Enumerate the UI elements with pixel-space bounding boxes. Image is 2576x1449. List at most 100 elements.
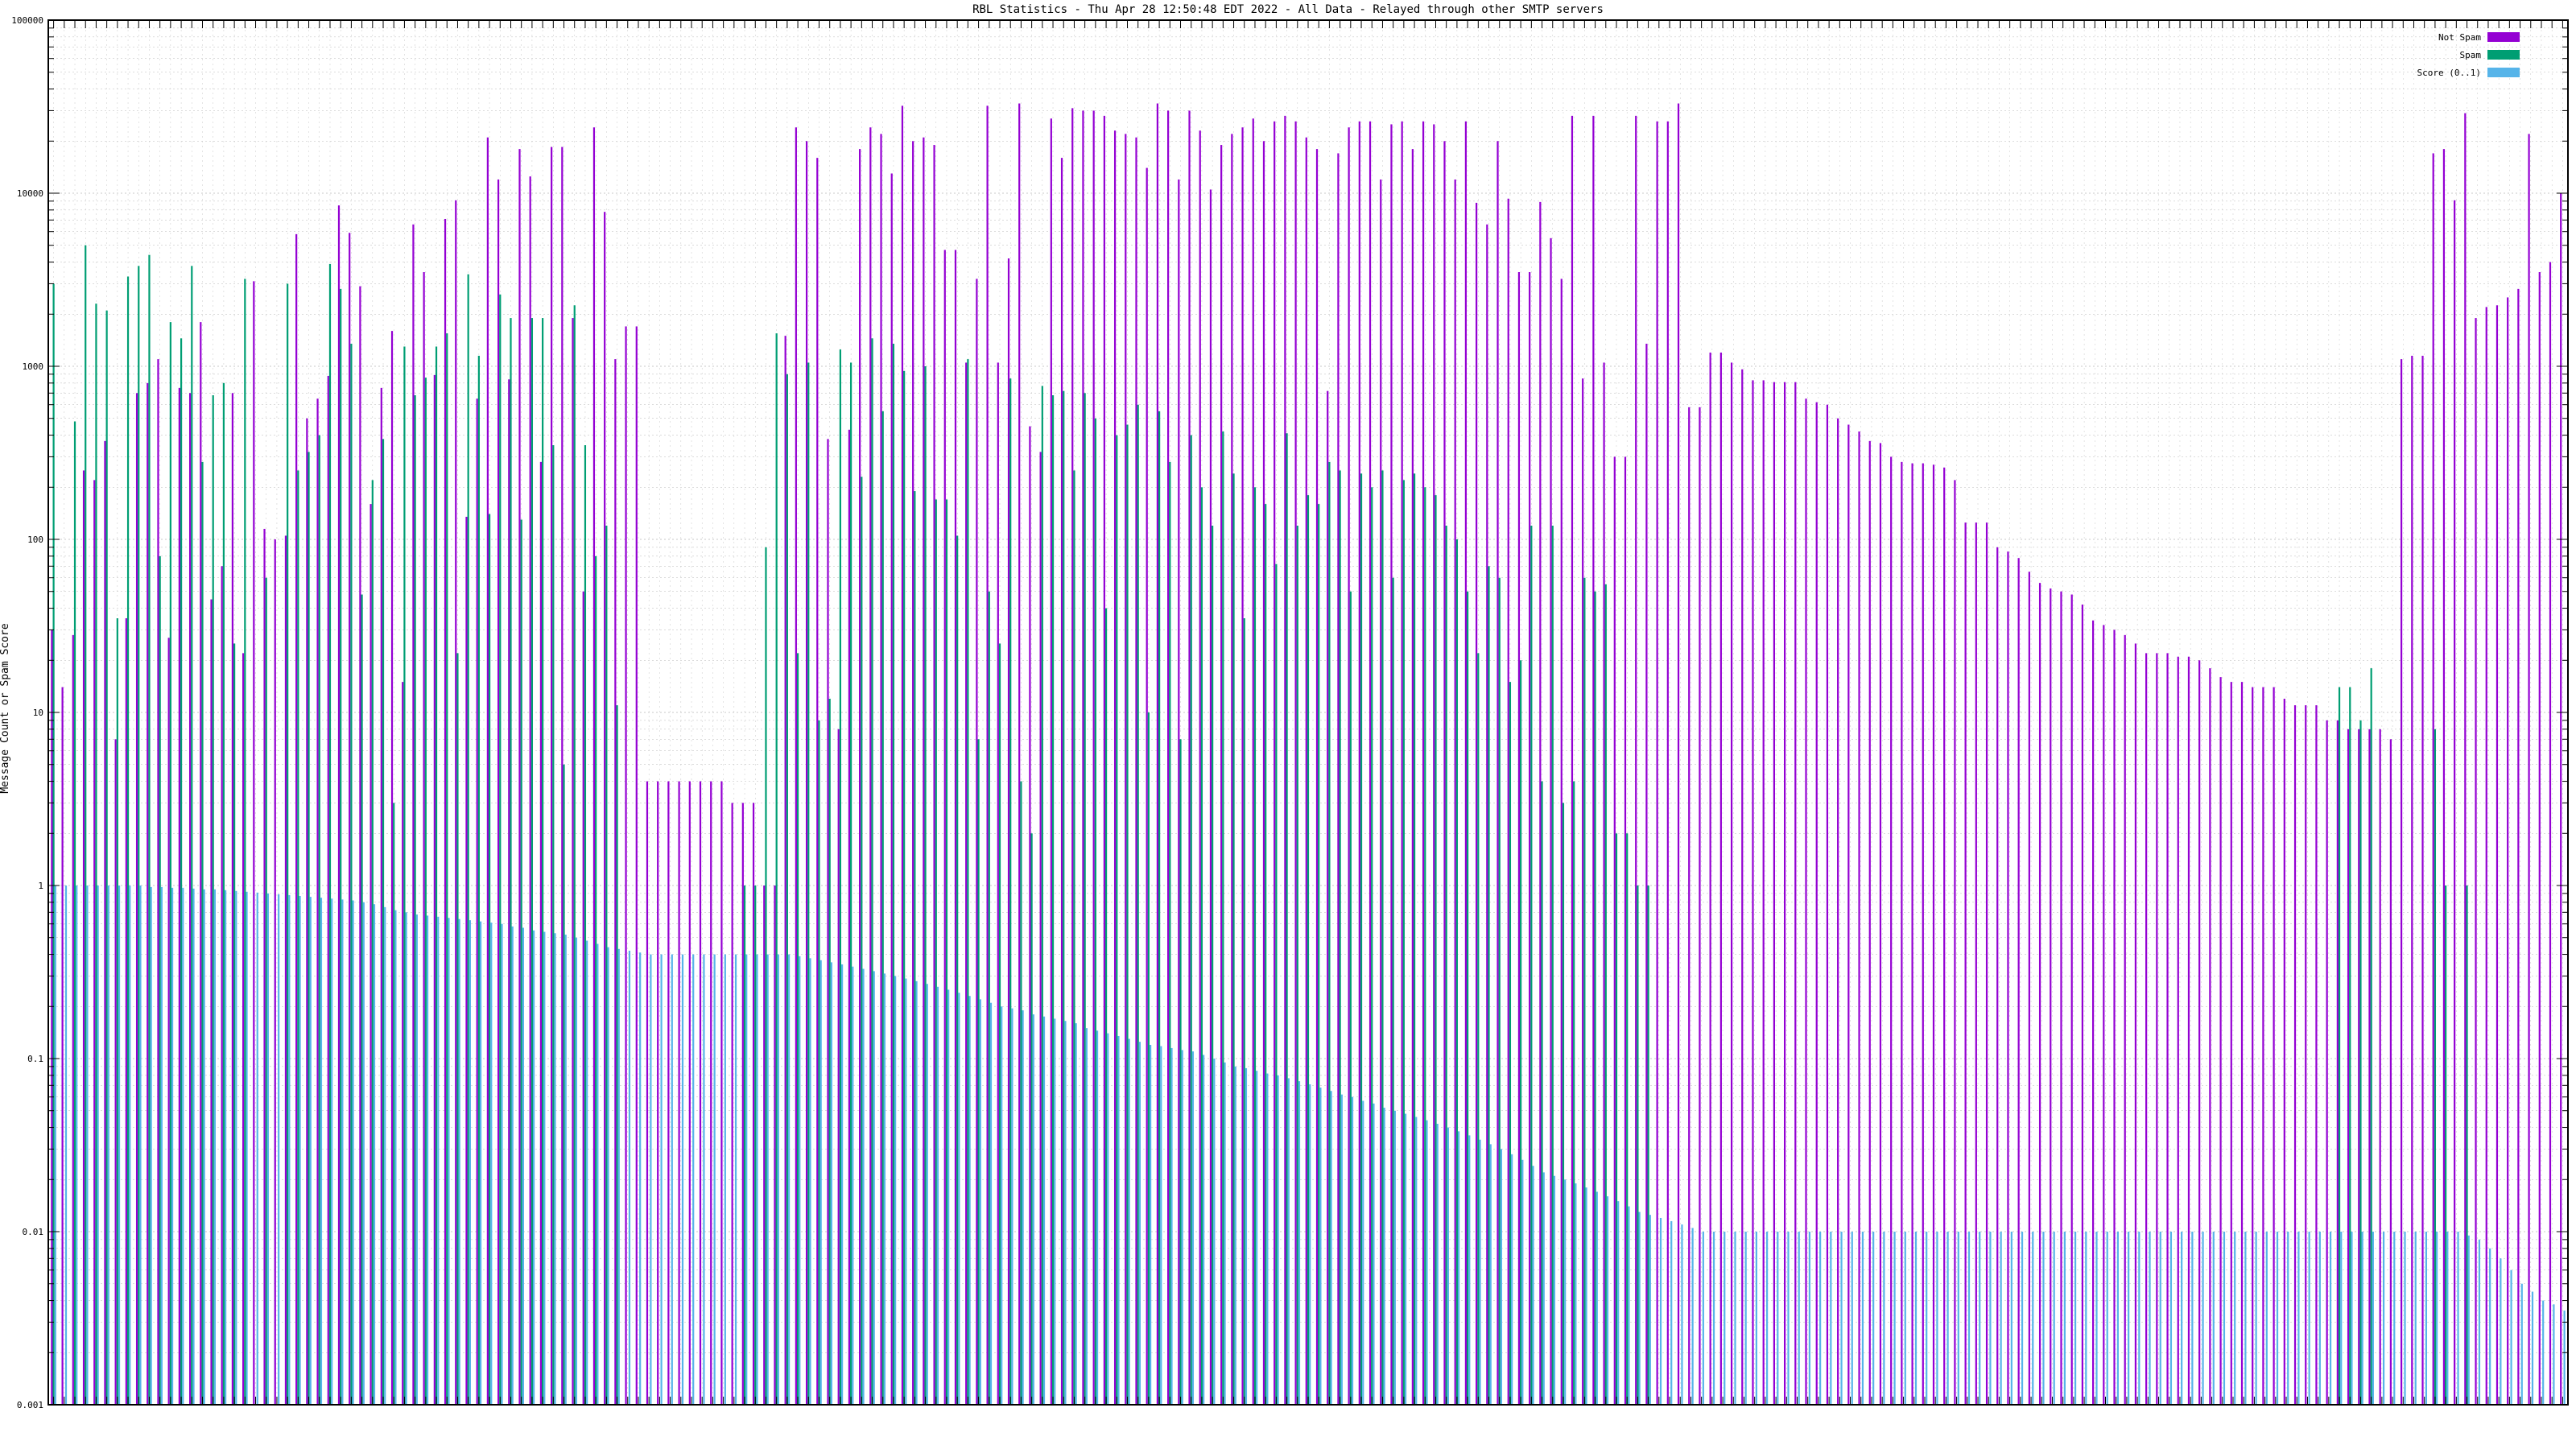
y-tick-label: 0.1 bbox=[27, 1054, 43, 1064]
bar-score bbox=[1691, 1228, 1694, 1405]
bar-not-spam bbox=[221, 566, 223, 1405]
bar-spam bbox=[201, 461, 204, 1405]
bar-score bbox=[373, 904, 376, 1405]
bar-score bbox=[1128, 1038, 1130, 1405]
bar-spam bbox=[1020, 781, 1022, 1405]
bar-spam bbox=[1435, 495, 1437, 1405]
bar-spam bbox=[1009, 378, 1012, 1405]
bar-score bbox=[1967, 1232, 1971, 1405]
bar-not-spam bbox=[1943, 467, 1946, 1405]
bar-score bbox=[182, 887, 184, 1405]
bar-not-spam bbox=[2273, 687, 2275, 1405]
bar-score bbox=[2265, 1232, 2268, 1405]
bar-spam bbox=[499, 294, 502, 1405]
bar-score bbox=[1085, 1028, 1088, 1405]
bar-not-spam bbox=[1677, 103, 1680, 1405]
bar-score bbox=[118, 886, 121, 1405]
bar-spam bbox=[1126, 424, 1129, 1405]
bar-score bbox=[1787, 1232, 1790, 1405]
bar-score bbox=[628, 951, 631, 1405]
bar-not-spam bbox=[1454, 179, 1456, 1405]
bar-not-spam bbox=[667, 781, 670, 1405]
bar-not-spam bbox=[157, 359, 159, 1405]
bar-not-spam bbox=[539, 461, 543, 1405]
bar-score bbox=[1500, 1149, 1503, 1405]
bar-not-spam bbox=[1517, 272, 1521, 1405]
bar-score bbox=[2234, 1232, 2236, 1405]
bar-not-spam bbox=[1709, 352, 1711, 1405]
bar-score bbox=[1447, 1127, 1449, 1405]
bar-not-spam bbox=[741, 803, 744, 1405]
bar-score bbox=[1022, 1010, 1024, 1405]
bar-spam bbox=[1371, 487, 1373, 1405]
bar-score bbox=[511, 926, 514, 1405]
bar-not-spam bbox=[1603, 362, 1605, 1405]
bar-spam bbox=[265, 577, 267, 1405]
bar-score bbox=[1340, 1094, 1343, 1405]
bar-not-spam bbox=[1315, 149, 1319, 1405]
bar-not-spam bbox=[1666, 121, 1669, 1405]
bar-score bbox=[936, 986, 939, 1405]
bar-not-spam bbox=[2358, 729, 2360, 1405]
bar-score bbox=[1191, 1051, 1195, 1405]
bar-spam bbox=[1286, 433, 1288, 1405]
bar-not-spam bbox=[1390, 124, 1393, 1406]
bar-score bbox=[299, 896, 301, 1405]
bar-not-spam bbox=[1050, 118, 1052, 1405]
bar-spam bbox=[287, 283, 289, 1405]
legend-swatch bbox=[2487, 50, 2520, 60]
bar-not-spam bbox=[274, 539, 276, 1405]
bar-score bbox=[1606, 1196, 1609, 1405]
bar-score bbox=[2297, 1232, 2300, 1405]
bar-spam bbox=[1030, 833, 1033, 1405]
bar-spam bbox=[477, 355, 480, 1405]
bar-score bbox=[2329, 1232, 2332, 1405]
bar-not-spam bbox=[1805, 398, 1807, 1405]
bar-spam bbox=[1275, 564, 1278, 1405]
bar-not-spam bbox=[1762, 380, 1765, 1406]
bar-spam bbox=[446, 333, 448, 1406]
bar-spam bbox=[573, 305, 576, 1405]
bar-score bbox=[958, 993, 960, 1405]
bar-score bbox=[171, 887, 174, 1405]
bar-score bbox=[639, 952, 642, 1405]
bar-not-spam bbox=[284, 535, 287, 1405]
bar-not-spam bbox=[51, 630, 53, 1405]
bar-not-spam bbox=[965, 362, 968, 1405]
bar-not-spam bbox=[604, 212, 606, 1405]
bar-not-spam bbox=[1358, 121, 1360, 1405]
bar-not-spam bbox=[1837, 418, 1839, 1405]
bar-not-spam bbox=[2081, 605, 2083, 1405]
bars bbox=[51, 103, 2566, 1406]
bar-not-spam bbox=[476, 398, 478, 1405]
bar-not-spam bbox=[486, 137, 489, 1405]
bar-not-spam bbox=[337, 205, 341, 1405]
bar-score bbox=[362, 902, 365, 1405]
bar-not-spam bbox=[82, 470, 85, 1405]
bar-not-spam bbox=[327, 375, 329, 1405]
bar-spam bbox=[1222, 431, 1224, 1405]
bar-spam bbox=[1200, 487, 1203, 1405]
bar-score bbox=[564, 935, 567, 1405]
bar-not-spam bbox=[349, 233, 351, 1405]
bar-not-spam bbox=[2421, 355, 2424, 1405]
bar-not-spam bbox=[2028, 572, 2030, 1405]
bar-score bbox=[2287, 1232, 2289, 1405]
bar-not-spam bbox=[1422, 121, 1425, 1405]
bar-not-spam bbox=[1571, 115, 1574, 1405]
bar-spam bbox=[1637, 886, 1639, 1405]
bar-not-spam bbox=[1380, 179, 1382, 1405]
bar-score bbox=[894, 976, 897, 1405]
bar-spam bbox=[1467, 591, 1469, 1405]
bar-not-spam bbox=[1337, 153, 1340, 1405]
bar-not-spam bbox=[699, 781, 702, 1405]
bar-score bbox=[278, 894, 280, 1405]
bar-score bbox=[1170, 1047, 1173, 1405]
bar-spam bbox=[1498, 577, 1501, 1405]
bar-not-spam bbox=[592, 127, 596, 1405]
bar-spam bbox=[1051, 395, 1055, 1405]
bar-score bbox=[2169, 1232, 2173, 1405]
bar-score bbox=[2159, 1232, 2161, 1405]
bar-score bbox=[554, 933, 556, 1405]
bar-spam bbox=[850, 362, 852, 1405]
